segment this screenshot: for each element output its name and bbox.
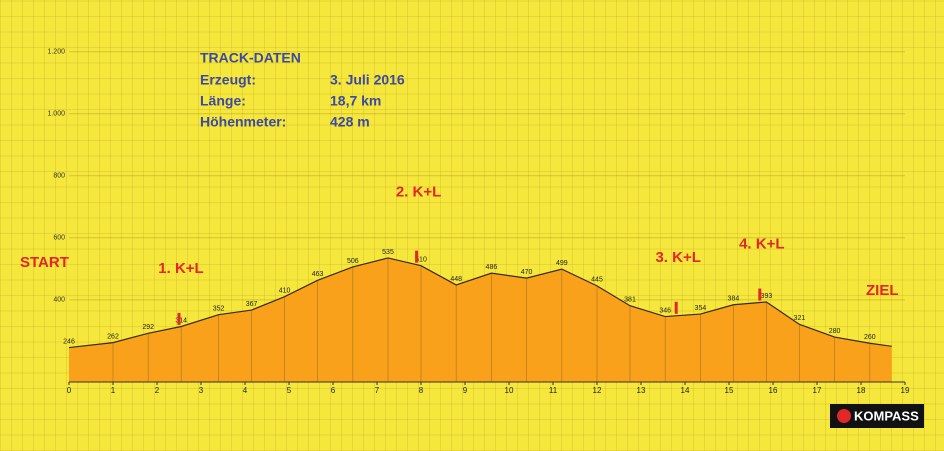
data-label: 393 xyxy=(761,293,773,300)
data-label: 463 xyxy=(312,271,324,278)
data-label: 470 xyxy=(521,269,533,276)
checkpoint-label: 4. K+L xyxy=(739,236,784,253)
data-label: 280 xyxy=(829,328,841,335)
data-label: 410 xyxy=(279,288,291,295)
x-tick-label: 13 xyxy=(637,386,646,395)
x-tick-label: 10 xyxy=(505,386,514,395)
data-label: 384 xyxy=(728,296,740,303)
data-label: 262 xyxy=(107,333,119,340)
x-tick-label: 15 xyxy=(725,386,734,395)
end-label: ZIEL xyxy=(866,282,899,299)
logo-icon xyxy=(837,409,851,423)
profile-line xyxy=(68,257,892,349)
data-label: 246 xyxy=(63,338,75,345)
info-key: Länge: xyxy=(200,93,246,109)
x-tick-label: 6 xyxy=(331,386,336,395)
area xyxy=(69,257,892,382)
x-tick-label: 14 xyxy=(681,386,690,395)
data-label: 486 xyxy=(486,264,498,271)
data-label: 346 xyxy=(659,307,671,314)
y-tick-label: 600 xyxy=(53,235,65,242)
data-label: 260 xyxy=(864,334,876,341)
info-key: Höhenmeter: xyxy=(200,114,286,130)
data-label: 381 xyxy=(624,297,636,304)
info-value: 3. Juli 2016 xyxy=(330,72,405,88)
y-tick-label: 1.000 xyxy=(47,111,65,118)
data-label: 292 xyxy=(142,324,154,331)
data-label: 445 xyxy=(591,277,603,284)
checkpoint-label: 3. K+L xyxy=(655,249,700,266)
info-value: 18,7 km xyxy=(330,93,381,109)
x-tick-label: 18 xyxy=(857,386,866,395)
data-label: 314 xyxy=(175,317,187,324)
data-label: 321 xyxy=(794,315,806,322)
x-tick-label: 11 xyxy=(549,386,558,395)
data-label: 510 xyxy=(415,257,427,264)
y-tick-label: 1.200 xyxy=(47,49,65,56)
x-tick-label: 3 xyxy=(199,386,204,395)
x-tick-label: 7 xyxy=(375,386,380,395)
x-tick-label: 4 xyxy=(243,386,248,395)
x-tick-label: 19 xyxy=(901,386,910,395)
info-title: TRACK-DATEN xyxy=(200,50,301,66)
data-label: 352 xyxy=(213,306,225,313)
x-tick-label: 5 xyxy=(287,386,292,395)
checkpoint-label: 1. K+L xyxy=(158,260,203,277)
x-tick-label: 17 xyxy=(813,386,822,395)
data-label: 448 xyxy=(450,276,462,283)
checkpoint-label: 2. K+L xyxy=(396,184,441,201)
logo: KOMPASS xyxy=(830,404,924,428)
data-label: 506 xyxy=(347,258,359,265)
y-tick-label: 800 xyxy=(53,173,65,180)
start-label: START xyxy=(20,254,69,271)
data-label: 354 xyxy=(695,305,707,312)
data-label: 499 xyxy=(556,260,568,267)
x-tick-label: 9 xyxy=(463,386,468,395)
info-key: Erzeugt: xyxy=(200,72,256,88)
data-label: 367 xyxy=(246,301,258,308)
x-tick-label: 2 xyxy=(155,386,160,395)
x-tick-label: 1 xyxy=(111,386,116,395)
x-tick-label: 0 xyxy=(67,386,72,395)
x-tick-label: 12 xyxy=(593,386,602,395)
x-tick-label: 8 xyxy=(419,386,424,395)
info-value: 428 m xyxy=(330,114,370,130)
logo-text: KOMPASS xyxy=(854,408,919,423)
x-tick-label: 16 xyxy=(769,386,778,395)
y-tick-label: 400 xyxy=(53,297,65,304)
data-label: 535 xyxy=(382,249,394,256)
